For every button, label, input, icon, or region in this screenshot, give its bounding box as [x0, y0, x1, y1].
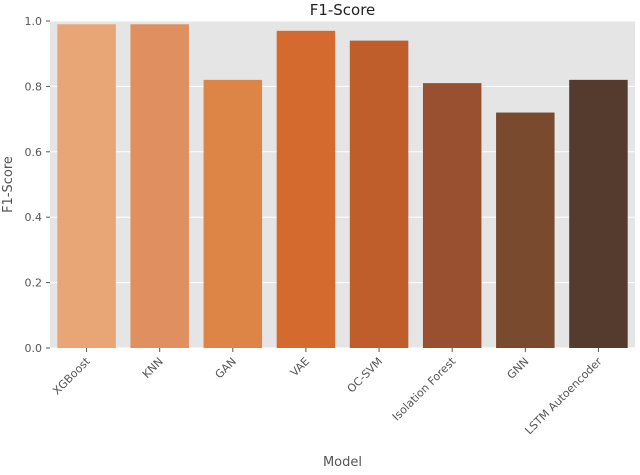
bar-knn	[130, 24, 189, 349]
x-tick-label: Isolation Forest	[390, 354, 459, 423]
x-tick-label: LSTM Autoencoder	[522, 355, 604, 437]
x-axis-label: Model	[323, 455, 362, 470]
y-tick-label: 0.8	[25, 80, 43, 93]
y-axis-label: F1-Score	[1, 156, 16, 213]
bar-vae	[276, 30, 336, 349]
y-tick-label: 0.6	[25, 146, 43, 159]
x-tick-label: OC-SVM	[345, 355, 386, 396]
x-axis: XGBoost KNN GAN VAE OC-SVM Isolation Forest GN…	[50, 348, 605, 437]
y-tick-label: 1.0	[25, 15, 43, 28]
x-tick-label: GNN	[505, 355, 532, 382]
x-tick-label: XGBoost	[50, 354, 93, 397]
x-tick-label: VAE	[288, 355, 312, 379]
bar-xgboost	[57, 24, 116, 349]
bar-gan	[203, 79, 263, 349]
y-tick-label: 0.4	[25, 211, 43, 224]
y-tick-label: 0.2	[25, 277, 43, 290]
bar-oc-svm	[349, 40, 409, 349]
bars	[57, 24, 628, 349]
y-axis: 0.0 0.2 0.4 0.6 0.8 1.0	[25, 15, 50, 355]
bar-isolation-forest	[422, 83, 482, 348]
x-tick-label: KNN	[140, 355, 166, 381]
bar-lstm-autoencoder	[569, 79, 628, 349]
x-tick-label: GAN	[213, 355, 239, 381]
y-tick-label: 0.0	[25, 342, 43, 355]
bar-gnn	[496, 112, 555, 348]
chart-title: F1-Score	[310, 1, 376, 19]
